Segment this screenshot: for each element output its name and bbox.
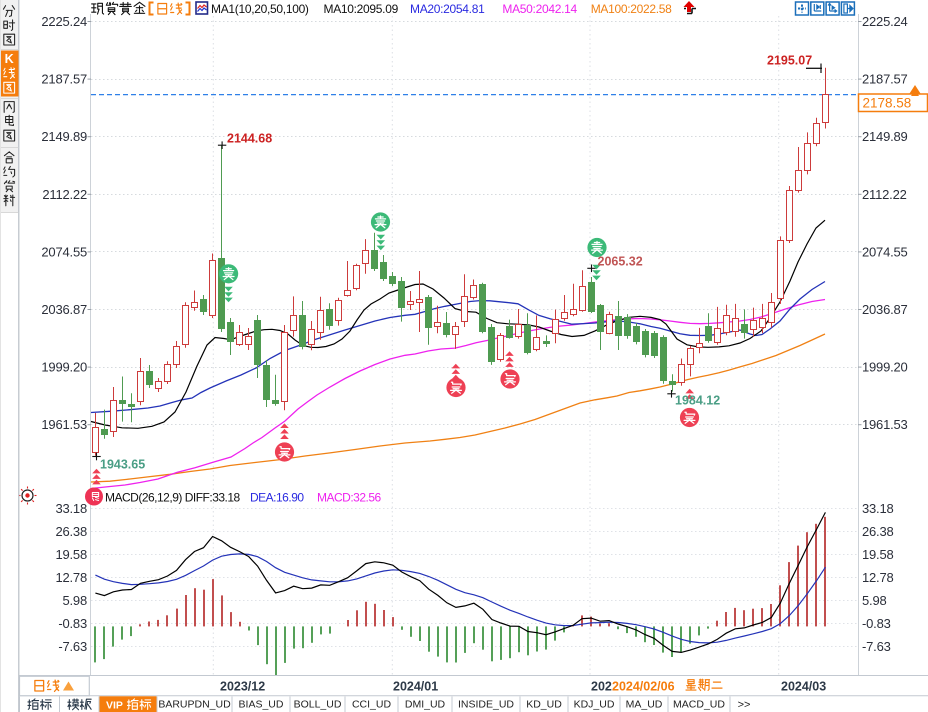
svg-text:2036.87: 2036.87 <box>41 302 87 317</box>
svg-text:-0.83: -0.83 <box>58 616 87 631</box>
svg-text:2074.55: 2074.55 <box>862 244 908 259</box>
svg-text:2149.89: 2149.89 <box>41 129 87 144</box>
svg-text:2024/03: 2024/03 <box>781 680 826 694</box>
svg-text:MA_UD: MA_UD <box>626 699 663 711</box>
svg-text:2225.24: 2225.24 <box>41 14 87 29</box>
svg-text:MA100:2022.58: MA100:2022.58 <box>591 2 672 16</box>
svg-text:>>: >> <box>738 699 751 711</box>
svg-text:1961.53: 1961.53 <box>862 417 908 432</box>
svg-text:-0.83: -0.83 <box>862 616 891 631</box>
svg-text:DEA:16.90: DEA:16.90 <box>250 491 304 505</box>
svg-text:2195.07: 2195.07 <box>767 54 812 68</box>
svg-text:2023/12: 2023/12 <box>220 680 265 694</box>
svg-text:BOLL_UD: BOLL_UD <box>294 699 342 711</box>
svg-text:2112.22: 2112.22 <box>862 187 907 202</box>
svg-text:MACD(26,12,9) DIFF:33.18: MACD(26,12,9) DIFF:33.18 <box>105 491 241 505</box>
svg-text:2024/01: 2024/01 <box>393 680 438 694</box>
svg-text:K: K <box>5 52 14 66</box>
svg-text:MA20:2054.81: MA20:2054.81 <box>410 2 485 16</box>
svg-text:2144.68: 2144.68 <box>227 132 272 146</box>
svg-text:26.38: 26.38 <box>55 524 87 539</box>
svg-text:202: 202 <box>591 680 612 694</box>
svg-text:33.18: 33.18 <box>55 501 87 516</box>
svg-text:KDJ_UD: KDJ_UD <box>574 699 615 711</box>
svg-text:2187.57: 2187.57 <box>862 72 908 87</box>
svg-text:12.78: 12.78 <box>55 570 87 585</box>
svg-text:BARUPDN_UD: BARUPDN_UD <box>158 699 231 711</box>
svg-text:5.98: 5.98 <box>62 593 87 608</box>
svg-text:1999.20: 1999.20 <box>862 360 908 375</box>
svg-text:CCI_UD: CCI_UD <box>352 699 392 711</box>
svg-text:-7.63: -7.63 <box>862 639 891 654</box>
svg-text:2149.89: 2149.89 <box>862 129 908 144</box>
svg-text:2187.57: 2187.57 <box>41 72 87 87</box>
svg-text:1961.53: 1961.53 <box>41 417 87 432</box>
svg-text:VIP: VIP <box>106 700 123 712</box>
svg-text:MA10:2095.09: MA10:2095.09 <box>324 2 399 16</box>
svg-text:2036.87: 2036.87 <box>862 302 908 317</box>
svg-text:5.98: 5.98 <box>862 593 887 608</box>
svg-text:MACD:32.56: MACD:32.56 <box>317 491 382 505</box>
svg-text:26.38: 26.38 <box>862 524 894 539</box>
svg-text:2112.22: 2112.22 <box>42 187 87 202</box>
svg-text:DMI_UD: DMI_UD <box>405 699 446 711</box>
svg-text:19.58: 19.58 <box>862 547 894 562</box>
svg-text:2065.32: 2065.32 <box>598 255 643 269</box>
svg-text:2074.55: 2074.55 <box>41 244 87 259</box>
svg-text:2024/02/06: 2024/02/06 <box>612 680 675 694</box>
svg-text:19.58: 19.58 <box>55 547 87 562</box>
svg-text:12.78: 12.78 <box>862 570 894 585</box>
svg-text:-7.63: -7.63 <box>58 639 87 654</box>
svg-text:KD_UD: KD_UD <box>526 699 562 711</box>
svg-text:1943.65: 1943.65 <box>100 458 145 472</box>
svg-text:MACD_UD: MACD_UD <box>673 699 725 711</box>
svg-text:2225.24: 2225.24 <box>862 14 908 29</box>
svg-text:2178.58: 2178.58 <box>863 96 912 111</box>
svg-text:MA1(10,20,50,100): MA1(10,20,50,100) <box>211 2 309 16</box>
svg-text:33.18: 33.18 <box>862 501 894 516</box>
svg-text:INSIDE_UD: INSIDE_UD <box>458 699 514 711</box>
svg-text:1984.12: 1984.12 <box>675 394 720 408</box>
svg-text:1999.20: 1999.20 <box>41 360 87 375</box>
svg-text:MA50:2042.14: MA50:2042.14 <box>502 2 577 16</box>
svg-text:BIAS_UD: BIAS_UD <box>239 699 284 711</box>
